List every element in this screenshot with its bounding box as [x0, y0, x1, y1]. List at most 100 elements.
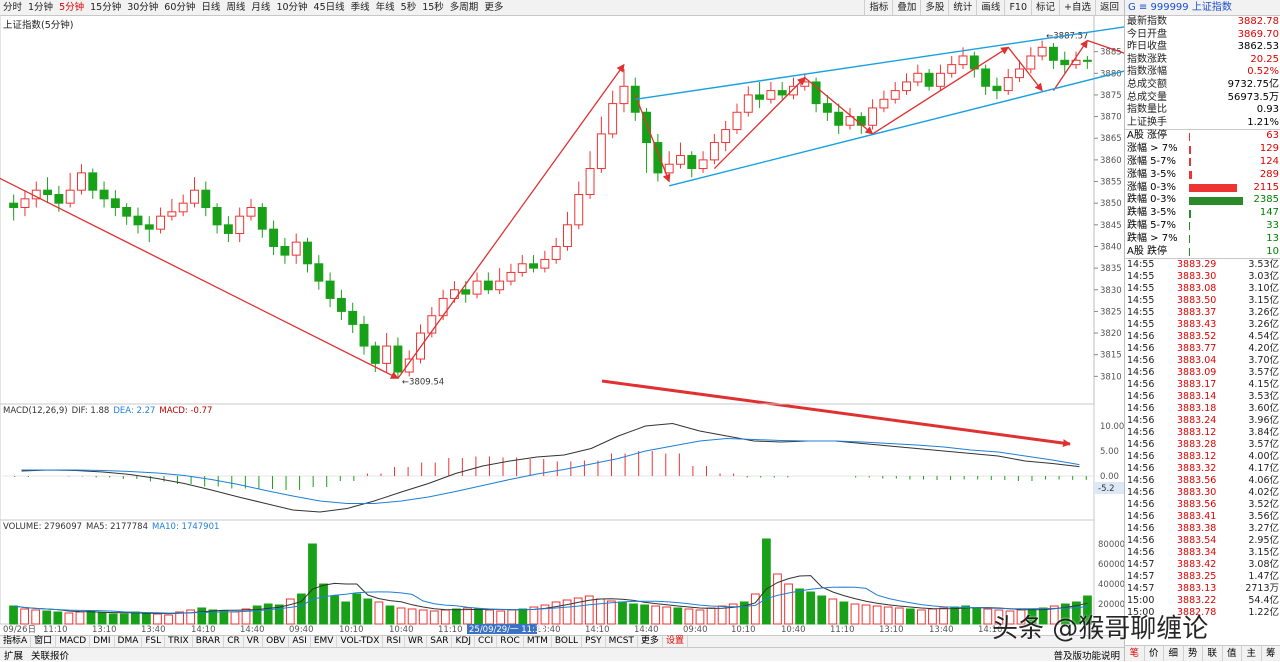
- period-tab-12[interactable]: 年线: [373, 0, 398, 15]
- tool-button-3[interactable]: 统计: [948, 0, 976, 15]
- period-tab-5[interactable]: 60分钟: [161, 0, 198, 15]
- breadth-label: 涨幅 3-5%: [1127, 169, 1189, 182]
- candle: [846, 108, 854, 130]
- tool-button-5[interactable]: F10: [1004, 0, 1031, 15]
- tick-price: 3883.56: [1177, 499, 1231, 511]
- y-tick-label: 3820: [1100, 329, 1122, 339]
- indicator-tab-3[interactable]: DMI: [90, 636, 114, 647]
- quote-tab-2[interactable]: 细: [1164, 646, 1184, 661]
- volume-bar: [951, 607, 959, 624]
- tool-button-0[interactable]: 指标: [864, 0, 892, 15]
- period-tab-8[interactable]: 月线: [248, 0, 273, 15]
- period-tab-15[interactable]: 多周期: [447, 0, 482, 15]
- indicator-tab-4[interactable]: DMA: [115, 636, 143, 647]
- candle: [688, 151, 696, 177]
- period-tab-13[interactable]: 5秒: [398, 0, 420, 15]
- quote-tab-7[interactable]: 筹: [1262, 646, 1280, 661]
- x-tick-label: 13:10: [879, 625, 904, 635]
- indicator-tab-6[interactable]: TRIX: [165, 636, 193, 647]
- tool-button-1[interactable]: 叠加: [892, 0, 920, 15]
- volume-bar: [264, 604, 272, 624]
- x-tick-label: 11:10: [438, 625, 463, 635]
- indicator-tab-9[interactable]: VR: [244, 636, 263, 647]
- period-tab-2[interactable]: 5分钟: [56, 0, 87, 15]
- period-tab-7[interactable]: 周线: [223, 0, 248, 15]
- stat-label: 指数量比: [1127, 104, 1167, 117]
- indicator-tab-20[interactable]: MTM: [524, 636, 552, 647]
- tick-price: 3883.30: [1177, 487, 1231, 499]
- stock-header[interactable]: G ≡ 999999 上证指数: [1125, 0, 1280, 16]
- tick-volume: 4.00亿: [1231, 451, 1279, 463]
- tick-time: 15:00: [1127, 595, 1177, 607]
- indicator-tab-5[interactable]: FSL: [142, 636, 165, 647]
- quote-tab-4[interactable]: 联: [1203, 646, 1223, 661]
- indicator-tab-7[interactable]: BRAR: [193, 636, 224, 647]
- tick-price: 3883.56: [1177, 475, 1231, 487]
- indicator-tab-18[interactable]: CCI: [475, 636, 497, 647]
- indicator-tab-8[interactable]: CR: [224, 636, 244, 647]
- breadth-value: 147: [1243, 207, 1279, 220]
- indicator-tab-14[interactable]: RSI: [383, 636, 405, 647]
- tool-button-8[interactable]: 返回: [1095, 0, 1123, 15]
- indicator-tab-10[interactable]: OBV: [263, 636, 289, 647]
- stat-value: 0.52%: [1247, 66, 1279, 79]
- tick-price: 3883.29: [1177, 259, 1231, 271]
- indicator-tab-17[interactable]: KDJ: [452, 636, 475, 647]
- indicator-tab-12[interactable]: EMV: [311, 636, 338, 647]
- period-tab-9[interactable]: 10分钟: [273, 0, 310, 15]
- period-tab-11[interactable]: 季线: [348, 0, 373, 15]
- indicator-tab-22[interactable]: PSY: [582, 636, 606, 647]
- tool-button-4[interactable]: 画线: [976, 0, 1004, 15]
- indicator-tab-15[interactable]: WR: [405, 636, 427, 647]
- volume-bar: [608, 601, 616, 624]
- period-tab-16[interactable]: 更多: [481, 0, 506, 15]
- quote-tab-0[interactable]: 笔: [1125, 646, 1145, 661]
- indicator-tab-0[interactable]: 指标A: [0, 636, 31, 647]
- status-item-0[interactable]: 扩展: [0, 648, 27, 662]
- breadth-bar-track: [1189, 171, 1243, 179]
- indicator-tab-19[interactable]: ROC: [497, 636, 524, 647]
- quote-tab-3[interactable]: 势: [1184, 646, 1204, 661]
- tool-button-2[interactable]: 多股: [920, 0, 948, 15]
- tool-button-7[interactable]: +自选: [1059, 0, 1095, 15]
- indicator-tab-16[interactable]: SAR: [427, 636, 452, 647]
- period-tab-14[interactable]: 15秒: [419, 0, 447, 15]
- stat-label: 总成交额: [1127, 79, 1167, 92]
- volume-bar: [154, 614, 162, 624]
- candle: [157, 208, 165, 234]
- quote-tab-5[interactable]: 值: [1223, 646, 1243, 661]
- period-tab-1[interactable]: 1分钟: [25, 0, 56, 15]
- breadth-label: 跌幅 0-3%: [1127, 194, 1189, 207]
- breadth-bar: [1189, 222, 1190, 230]
- tick-time: 14:55: [1127, 259, 1177, 271]
- candle: [428, 307, 436, 337]
- indicator-tab-25[interactable]: 设置: [663, 636, 688, 647]
- quote-tab-1[interactable]: 价: [1145, 646, 1165, 661]
- indicator-tab-11[interactable]: ASI: [289, 636, 311, 647]
- candle: [21, 190, 29, 216]
- period-tab-0[interactable]: 分时: [0, 0, 25, 15]
- indicator-tab-23[interactable]: MCST: [606, 636, 638, 647]
- tool-button-6[interactable]: 标记: [1031, 0, 1059, 15]
- candle: [1038, 41, 1046, 61]
- indicator-tab-2[interactable]: MACD: [56, 636, 90, 647]
- indicator-tab-13[interactable]: VOL-TDX: [337, 636, 383, 647]
- period-tab-3[interactable]: 15分钟: [87, 0, 124, 15]
- indicator-tab-21[interactable]: BOLL: [552, 636, 582, 647]
- period-tab-6[interactable]: 日线: [198, 0, 223, 15]
- indicator-tab-1[interactable]: 窗口: [31, 636, 56, 647]
- kline-chart-area[interactable]: 3810381538203825383038353840384538503855…: [0, 0, 1125, 660]
- volume-bar: [43, 611, 51, 624]
- candle: [224, 216, 232, 242]
- period-tab-4[interactable]: 30分钟: [124, 0, 161, 15]
- indicator-tab-24[interactable]: 更多: [638, 636, 663, 647]
- status-item-1[interactable]: 关联报价: [27, 648, 73, 662]
- period-tab-10[interactable]: 45日线: [311, 0, 348, 15]
- candle: [89, 169, 97, 199]
- quote-tab-6[interactable]: 主: [1242, 646, 1262, 661]
- tick-volume: 4.06亿: [1231, 475, 1279, 487]
